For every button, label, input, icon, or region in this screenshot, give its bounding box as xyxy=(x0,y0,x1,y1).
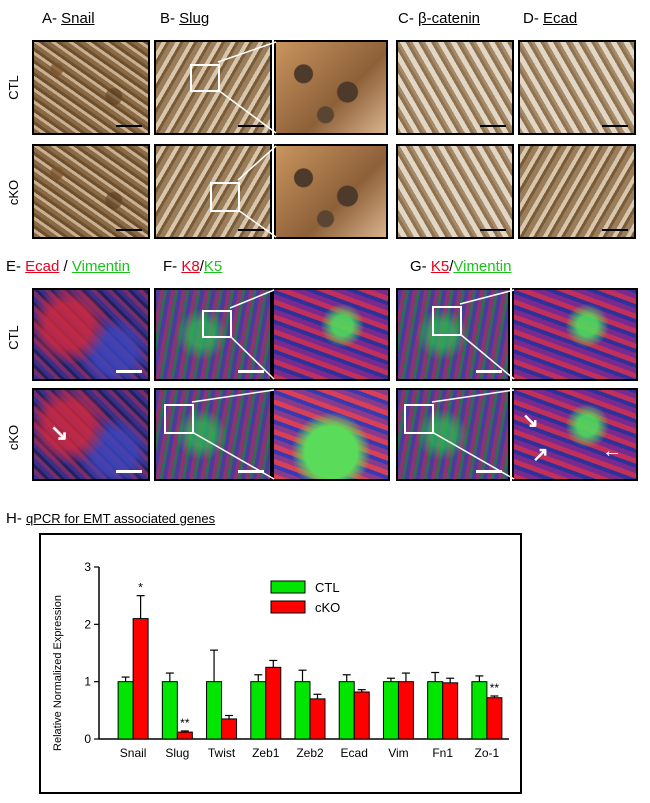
panel-g-title-green: Vimentin xyxy=(453,258,512,275)
panel-e-label: E- Ecad / Vimentin xyxy=(6,258,130,275)
y-tick-label: 2 xyxy=(84,617,91,631)
significance-mark: * xyxy=(138,581,143,595)
bar-cko xyxy=(265,666,282,740)
panel-c-label: C- β-catenin xyxy=(398,10,480,27)
bar-cko xyxy=(442,682,459,740)
x-tick-label: Fn1 xyxy=(432,746,453,760)
arrow-icon: ← xyxy=(602,440,622,462)
ecad-vimentin-cko-image: ↘ xyxy=(32,388,150,481)
arrow-icon: ↗ xyxy=(532,444,549,466)
slug-ctl-image xyxy=(154,40,272,135)
y-tick-label: 3 xyxy=(84,560,91,574)
x-tick-label: Vim xyxy=(388,746,408,760)
k5-vimentin-cko-image xyxy=(396,388,510,481)
panel-h-label: H- qPCR for EMT associated genes xyxy=(6,510,216,527)
bar-cko xyxy=(309,698,326,740)
y-tick-label: 1 xyxy=(84,675,91,689)
legend-label-cko: cKO xyxy=(315,600,340,615)
slug-cko-zoom-image xyxy=(274,144,388,239)
panel-c-title: β-catenin xyxy=(418,10,480,27)
panel-d-label: D- Ecad xyxy=(523,10,578,27)
snail-ctl-image xyxy=(32,40,150,135)
panel-b-title: Slug xyxy=(179,10,210,27)
bar-ctl xyxy=(117,681,134,740)
x-tick-label: Snail xyxy=(120,746,147,760)
legend-label-ctl: CTL xyxy=(315,580,340,595)
slug-cko-image xyxy=(154,144,272,239)
bar-cko xyxy=(221,718,238,740)
bar-cko xyxy=(176,731,193,740)
k8-k5-ctl-zoom-image xyxy=(272,288,390,381)
k8-k5-ctl-image xyxy=(154,288,272,381)
panel-g-title-red: K5 xyxy=(430,258,450,275)
y-tick-label: 0 xyxy=(84,732,91,746)
panel-e-title-red: Ecad xyxy=(25,258,60,275)
bar-cko xyxy=(397,681,414,740)
bar-ctl xyxy=(471,681,488,740)
bar-ctl xyxy=(250,681,267,740)
k8-k5-cko-image xyxy=(154,388,272,481)
legend-swatch-ctl xyxy=(270,580,306,594)
panel-e-title-green: Vimentin xyxy=(71,258,130,275)
chart-frame xyxy=(39,533,522,794)
significance-mark: ** xyxy=(490,681,500,695)
panel-f-label: F- K8/K5 xyxy=(163,258,223,275)
x-tick-label: Zeb1 xyxy=(252,746,280,760)
panel-b-label: B- Slug xyxy=(160,10,210,27)
panel-a-title: Snail xyxy=(61,10,95,27)
panel-f-title-red: K8 xyxy=(181,258,200,275)
panel-a-label: A- Snail xyxy=(42,10,95,27)
panel-d-title: Ecad xyxy=(543,10,578,27)
x-tick-label: Slug xyxy=(165,746,189,760)
x-tick-label: Zo-1 xyxy=(475,746,500,760)
slug-ctl-zoom-image xyxy=(274,40,388,135)
k5-vimentin-cko-zoom-image: ↘ ↗ ← xyxy=(512,388,638,481)
arrow-icon: ↘ xyxy=(50,420,69,445)
bcatenin-cko-image xyxy=(396,144,514,239)
bar-ctl xyxy=(338,681,355,740)
arrow-icon: ↘ xyxy=(522,410,539,432)
bar-cko xyxy=(132,618,149,740)
bar-ctl xyxy=(294,681,311,740)
snail-cko-image xyxy=(32,144,150,239)
bar-ctl xyxy=(161,681,178,740)
qpcr-bar-chart: Relative Normalized Expression 0 1 2 3 * Snai… xyxy=(52,560,509,760)
k5-vimentin-ctl-zoom-image xyxy=(512,288,638,381)
bar-ctl xyxy=(382,681,399,740)
y-axis-label: Relative Normalized Expression xyxy=(52,595,64,751)
significance-mark: ** xyxy=(180,716,190,730)
x-tick-label: Zeb2 xyxy=(296,746,324,760)
ecad-vimentin-ctl-image xyxy=(32,288,150,381)
ecad-ctl-image xyxy=(518,40,636,135)
bcatenin-ctl-image xyxy=(396,40,514,135)
bar-cko xyxy=(486,697,503,740)
x-tick-label: Twist xyxy=(208,746,236,760)
k8-k5-cko-zoom-image xyxy=(272,388,390,481)
bar-ctl xyxy=(206,681,223,740)
ecad-cko-image xyxy=(518,144,636,239)
panel-g-label: G- K5/Vimentin xyxy=(410,258,512,275)
x-tick-label: Ecad xyxy=(341,746,368,760)
zoom-connectors xyxy=(0,0,650,500)
panel-h-title: qPCR for EMT associated genes xyxy=(26,511,216,526)
legend-swatch-cko xyxy=(270,600,306,614)
bar-cko xyxy=(353,691,370,740)
panel-f-title-green: K5 xyxy=(203,258,223,275)
k5-vimentin-ctl-image xyxy=(396,288,510,381)
bar-ctl xyxy=(427,681,444,740)
